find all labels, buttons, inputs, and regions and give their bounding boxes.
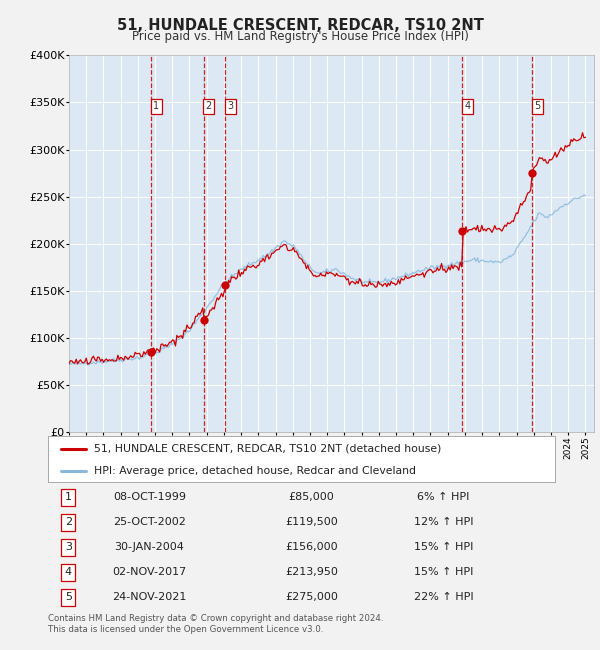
Text: 3: 3 — [227, 101, 233, 111]
Text: £213,950: £213,950 — [285, 567, 338, 577]
Text: £156,000: £156,000 — [286, 542, 338, 552]
Text: £85,000: £85,000 — [289, 493, 335, 502]
Text: 4: 4 — [464, 101, 470, 111]
Text: £119,500: £119,500 — [285, 517, 338, 527]
Text: 1: 1 — [153, 101, 159, 111]
Text: 51, HUNDALE CRESCENT, REDCAR, TS10 2NT: 51, HUNDALE CRESCENT, REDCAR, TS10 2NT — [116, 18, 484, 33]
Text: 08-OCT-1999: 08-OCT-1999 — [113, 493, 186, 502]
Text: HPI: Average price, detached house, Redcar and Cleveland: HPI: Average price, detached house, Redc… — [94, 465, 416, 476]
Text: Contains HM Land Registry data © Crown copyright and database right 2024.: Contains HM Land Registry data © Crown c… — [48, 614, 383, 623]
Text: 3: 3 — [65, 542, 72, 552]
Text: This data is licensed under the Open Government Licence v3.0.: This data is licensed under the Open Gov… — [48, 625, 323, 634]
Text: 5: 5 — [65, 592, 72, 602]
Text: 24-NOV-2021: 24-NOV-2021 — [112, 592, 187, 602]
Text: 22% ↑ HPI: 22% ↑ HPI — [413, 592, 473, 602]
Text: £275,000: £275,000 — [285, 592, 338, 602]
Text: 30-JAN-2004: 30-JAN-2004 — [115, 542, 184, 552]
Text: 2: 2 — [65, 517, 72, 527]
Text: 15% ↑ HPI: 15% ↑ HPI — [414, 542, 473, 552]
Text: 12% ↑ HPI: 12% ↑ HPI — [414, 517, 473, 527]
Text: 25-OCT-2002: 25-OCT-2002 — [113, 517, 186, 527]
Text: 1: 1 — [65, 493, 72, 502]
Text: 51, HUNDALE CRESCENT, REDCAR, TS10 2NT (detached house): 51, HUNDALE CRESCENT, REDCAR, TS10 2NT (… — [94, 443, 441, 454]
Text: Price paid vs. HM Land Registry's House Price Index (HPI): Price paid vs. HM Land Registry's House … — [131, 30, 469, 43]
Text: 4: 4 — [65, 567, 72, 577]
Text: 6% ↑ HPI: 6% ↑ HPI — [417, 493, 470, 502]
Text: 5: 5 — [534, 101, 541, 111]
Text: 15% ↑ HPI: 15% ↑ HPI — [414, 567, 473, 577]
Text: 02-NOV-2017: 02-NOV-2017 — [112, 567, 187, 577]
Text: 2: 2 — [206, 101, 212, 111]
